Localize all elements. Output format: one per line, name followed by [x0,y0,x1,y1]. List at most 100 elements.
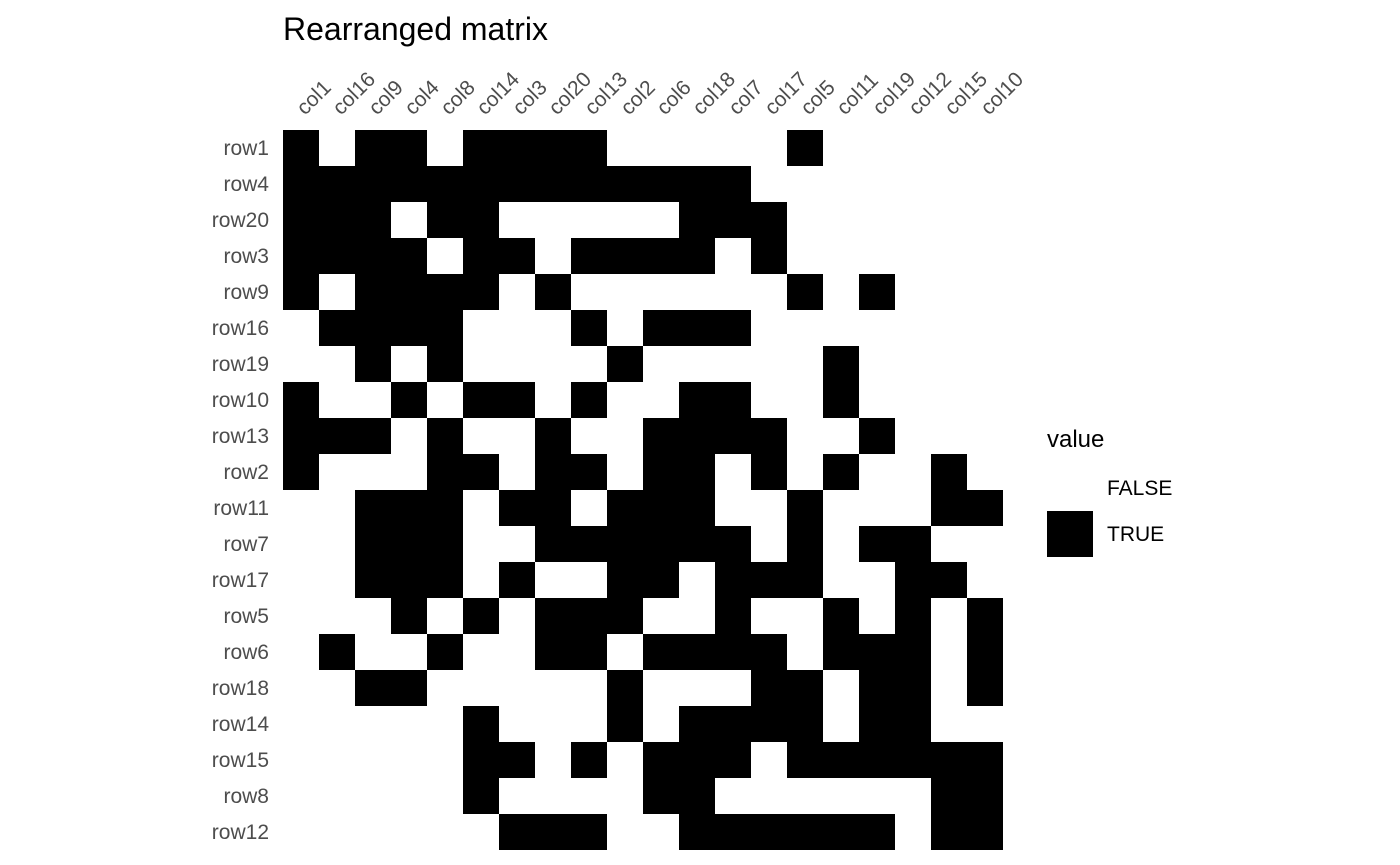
cell-row4-col10 [967,166,1003,202]
cell-row7-col4 [391,526,427,562]
cell-row12-col14 [463,814,499,850]
cell-row20-col16 [319,202,355,238]
cell-row20-col1 [283,202,319,238]
cell-row18-col20 [535,670,571,706]
cell-row6-col10 [967,634,1003,670]
cell-row9-col9 [355,274,391,310]
cell-row6-col20 [535,634,571,670]
cell-row13-col14 [463,418,499,454]
cell-row15-col20 [535,742,571,778]
cell-row15-col16 [319,742,355,778]
cell-row5-col19 [859,598,895,634]
cell-row8-col13 [571,778,607,814]
cell-row15-col14 [463,742,499,778]
cell-row1-col7 [715,130,751,166]
cell-row2-col9 [355,454,391,490]
cell-row19-col3 [499,346,535,382]
cell-row7-col18 [679,526,715,562]
cell-row15-col5 [787,742,823,778]
cell-row20-col10 [967,202,1003,238]
cell-row16-col20 [535,310,571,346]
cell-row8-col6 [643,778,679,814]
cell-row7-col7 [715,526,751,562]
cell-row2-col11 [823,454,859,490]
cell-row2-col16 [319,454,355,490]
cell-row19-col10 [967,346,1003,382]
cell-row7-col12 [895,526,931,562]
cell-row15-col18 [679,742,715,778]
cell-row4-col15 [931,166,967,202]
cell-row11-col13 [571,490,607,526]
cell-row16-col6 [643,310,679,346]
cell-row18-col2 [607,670,643,706]
cell-row1-col1 [283,130,319,166]
cell-row6-col17 [751,634,787,670]
cell-row12-col10 [967,814,1003,850]
cell-row11-col12 [895,490,931,526]
cell-row3-col12 [895,238,931,274]
cell-row17-col15 [931,562,967,598]
row-label-row16: row16 [212,317,269,340]
cell-row14-col11 [823,706,859,742]
cell-row5-col11 [823,598,859,634]
cell-row17-col10 [967,562,1003,598]
row-label-row12: row12 [212,821,269,844]
cell-row14-col18 [679,706,715,742]
cell-row9-col10 [967,274,1003,310]
cell-row19-col11 [823,346,859,382]
cell-row1-col9 [355,130,391,166]
cell-row20-col12 [895,202,931,238]
cell-row17-col17 [751,562,787,598]
cell-row20-col15 [931,202,967,238]
cell-row16-col8 [427,310,463,346]
row-label-row6: row6 [223,641,269,664]
cell-row7-col20 [535,526,571,562]
cell-row11-col3 [499,490,535,526]
cell-row3-col10 [967,238,1003,274]
cell-row17-col3 [499,562,535,598]
cell-row15-col17 [751,742,787,778]
cell-row1-col6 [643,130,679,166]
cell-row11-col9 [355,490,391,526]
cell-row20-col19 [859,202,895,238]
cell-row2-col12 [895,454,931,490]
cell-row15-col13 [571,742,607,778]
cell-row5-col3 [499,598,535,634]
cell-row9-col8 [427,274,463,310]
cell-row2-col3 [499,454,535,490]
cell-row3-col9 [355,238,391,274]
cell-row11-col2 [607,490,643,526]
legend-key-false [1047,465,1093,511]
cell-row12-col16 [319,814,355,850]
row-label-row7: row7 [223,533,269,556]
cell-row8-col14 [463,778,499,814]
row-label-row18: row18 [212,677,269,700]
cell-row12-col8 [427,814,463,850]
cell-row12-col7 [715,814,751,850]
cell-row17-col1 [283,562,319,598]
cell-row2-col5 [787,454,823,490]
cell-row11-col5 [787,490,823,526]
cell-row14-col19 [859,706,895,742]
cell-row19-col16 [319,346,355,382]
cell-row2-col14 [463,454,499,490]
cell-row11-col10 [967,490,1003,526]
legend-label-false: FALSE [1107,477,1172,500]
cell-row10-col1 [283,382,319,418]
cell-row13-col4 [391,418,427,454]
cell-row15-col10 [967,742,1003,778]
cell-row7-col10 [967,526,1003,562]
cell-row8-col11 [823,778,859,814]
cell-row12-col15 [931,814,967,850]
cell-row16-col16 [319,310,355,346]
cell-row5-col1 [283,598,319,634]
cell-row6-col1 [283,634,319,670]
cell-row19-col13 [571,346,607,382]
cell-row11-col6 [643,490,679,526]
cell-row20-col17 [751,202,787,238]
row-label-row19: row19 [212,353,269,376]
cell-row2-col19 [859,454,895,490]
cell-row19-col20 [535,346,571,382]
cell-row15-col15 [931,742,967,778]
cell-row6-col13 [571,634,607,670]
